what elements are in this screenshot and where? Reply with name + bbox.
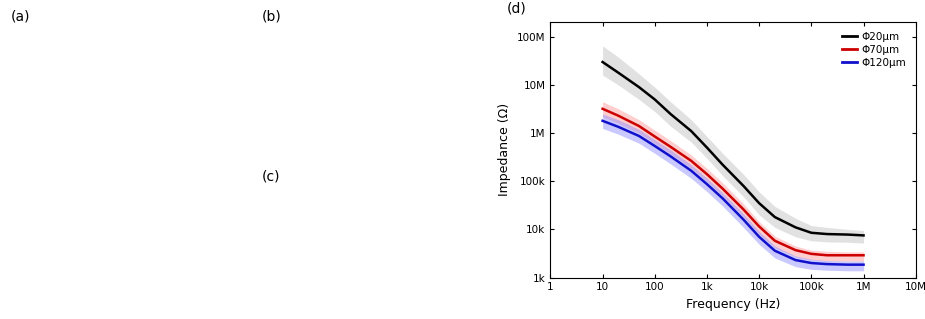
Text: (a): (a) — [11, 10, 31, 24]
Φ20μm — [806, 231, 817, 235]
Line: Φ120μm: Φ120μm — [602, 121, 864, 265]
Line: Φ20μm: Φ20μm — [602, 62, 864, 235]
Φ70μm — [770, 239, 781, 243]
Φ20μm — [612, 71, 623, 75]
Φ20μm — [858, 234, 870, 237]
Φ70μm — [665, 145, 676, 149]
Φ70μm — [701, 172, 712, 176]
Φ20μm — [738, 184, 749, 188]
Φ20μm — [821, 232, 832, 236]
Φ120μm — [685, 169, 697, 173]
Y-axis label: Impedance (Ω): Impedance (Ω) — [499, 103, 512, 197]
Φ120μm — [612, 125, 623, 129]
Φ20μm — [597, 60, 608, 64]
Φ70μm — [738, 207, 749, 211]
Φ70μm — [612, 114, 623, 118]
Φ120μm — [754, 235, 765, 239]
Φ120μm — [770, 249, 781, 253]
Φ120μm — [597, 119, 608, 123]
Φ20μm — [790, 226, 801, 229]
Φ20μm — [665, 112, 676, 116]
Φ120μm — [843, 263, 854, 267]
Φ20μm — [649, 98, 660, 101]
Φ70μm — [649, 135, 660, 138]
Φ70μm — [858, 253, 870, 257]
Φ120μm — [858, 263, 870, 267]
Text: (d): (d) — [507, 2, 526, 16]
Φ70μm — [843, 253, 854, 257]
Text: (c): (c) — [262, 169, 280, 183]
Φ120μm — [665, 154, 676, 158]
Legend: Φ20μm, Φ70μm, Φ120μm: Φ20μm, Φ70μm, Φ120μm — [838, 27, 910, 72]
Φ20μm — [685, 129, 697, 133]
Φ70μm — [821, 253, 832, 257]
X-axis label: Frequency (Hz): Frequency (Hz) — [685, 298, 781, 311]
Φ70μm — [685, 159, 697, 163]
Φ70μm — [634, 124, 645, 128]
Φ120μm — [806, 261, 817, 265]
Φ20μm — [843, 233, 854, 236]
Line: Φ70μm: Φ70μm — [602, 109, 864, 255]
Φ70μm — [754, 225, 765, 228]
Φ120μm — [649, 144, 660, 148]
Φ70μm — [717, 187, 728, 191]
Φ120μm — [821, 262, 832, 266]
Φ20μm — [770, 215, 781, 219]
Φ20μm — [717, 163, 728, 167]
Φ120μm — [738, 218, 749, 221]
Φ20μm — [754, 201, 765, 205]
Text: (b): (b) — [262, 10, 282, 24]
Φ120μm — [717, 197, 728, 200]
Φ70μm — [790, 248, 801, 252]
Φ20μm — [701, 146, 712, 150]
Φ120μm — [634, 134, 645, 138]
Φ20μm — [634, 85, 645, 89]
Φ120μm — [701, 182, 712, 186]
Φ70μm — [597, 107, 608, 111]
Φ120μm — [790, 258, 801, 262]
Φ70μm — [806, 252, 817, 256]
